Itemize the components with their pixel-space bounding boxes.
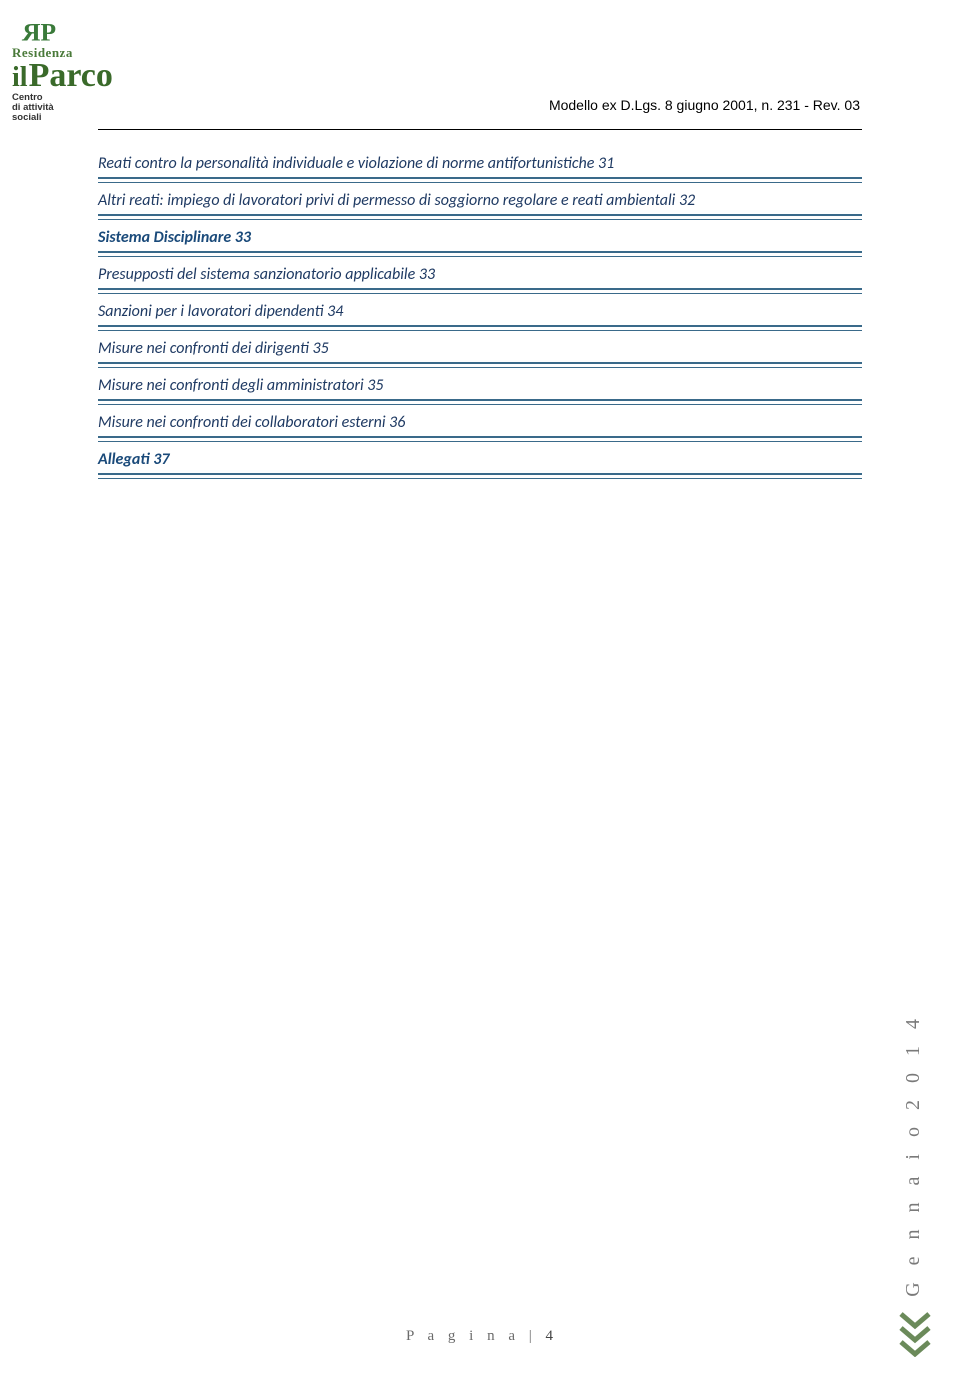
toc-entry: Altri reati: impiego di lavoratori privi… <box>98 187 862 214</box>
toc-entry: Misure nei confronti dei dirigenti 35 <box>98 335 862 362</box>
page-container: R P Residenza ilParco Centro di attività… <box>0 0 960 1387</box>
toc-rule <box>98 325 862 330</box>
footer-page-number: P a g i n a | 4 <box>0 1328 960 1345</box>
logo-brand-main: ilParco <box>12 61 113 92</box>
header-rule <box>98 129 862 130</box>
logo-rp-icon: R P <box>12 18 72 47</box>
logo-il: il <box>12 65 28 90</box>
header-title: Modello ex D.Lgs. 8 giugno 2001, n. 231 … <box>549 97 860 113</box>
side-year-label: G e n n a i o 2 0 1 4 <box>902 1013 925 1297</box>
toc-entry: Sanzioni per i lavoratori dipendenti 34 <box>98 298 862 325</box>
toc-entry: Allegati 37 <box>98 446 862 473</box>
toc-rule <box>98 436 862 441</box>
toc-rule <box>98 251 862 256</box>
toc-list: Reati contro la personalità individuale … <box>98 150 862 478</box>
toc-rule <box>98 288 862 293</box>
toc-entry: Misure nei confronti degli amministrator… <box>98 372 862 399</box>
toc-entry: Reati contro la personalità individuale … <box>98 150 862 177</box>
chevrons-icon <box>898 1311 932 1357</box>
logo-subtitle: Centro di attività sociali <box>12 93 54 123</box>
logo: R P Residenza ilParco Centro di attività… <box>12 18 190 123</box>
toc-entry: Misure nei confronti dei collaboratori e… <box>98 409 862 436</box>
footer-num: 4 <box>546 1328 555 1344</box>
toc-rule <box>98 362 862 367</box>
logo-parco: Parco <box>29 61 113 92</box>
svg-text:R: R <box>22 18 41 47</box>
toc-rule <box>98 399 862 404</box>
logo-sub-3: sociali <box>12 113 54 123</box>
svg-text:P: P <box>41 18 57 47</box>
toc-rule <box>98 177 862 182</box>
header-row: R P Residenza ilParco Centro di attività… <box>98 28 862 123</box>
footer-label: P a g i n a <box>406 1328 520 1344</box>
footer-sep: | <box>520 1328 546 1344</box>
toc-entry: Sistema Disciplinare 33 <box>98 224 862 251</box>
toc-entry: Presupposti del sistema sanzionatorio ap… <box>98 261 862 288</box>
toc-rule <box>98 473 862 478</box>
toc-rule <box>98 214 862 219</box>
